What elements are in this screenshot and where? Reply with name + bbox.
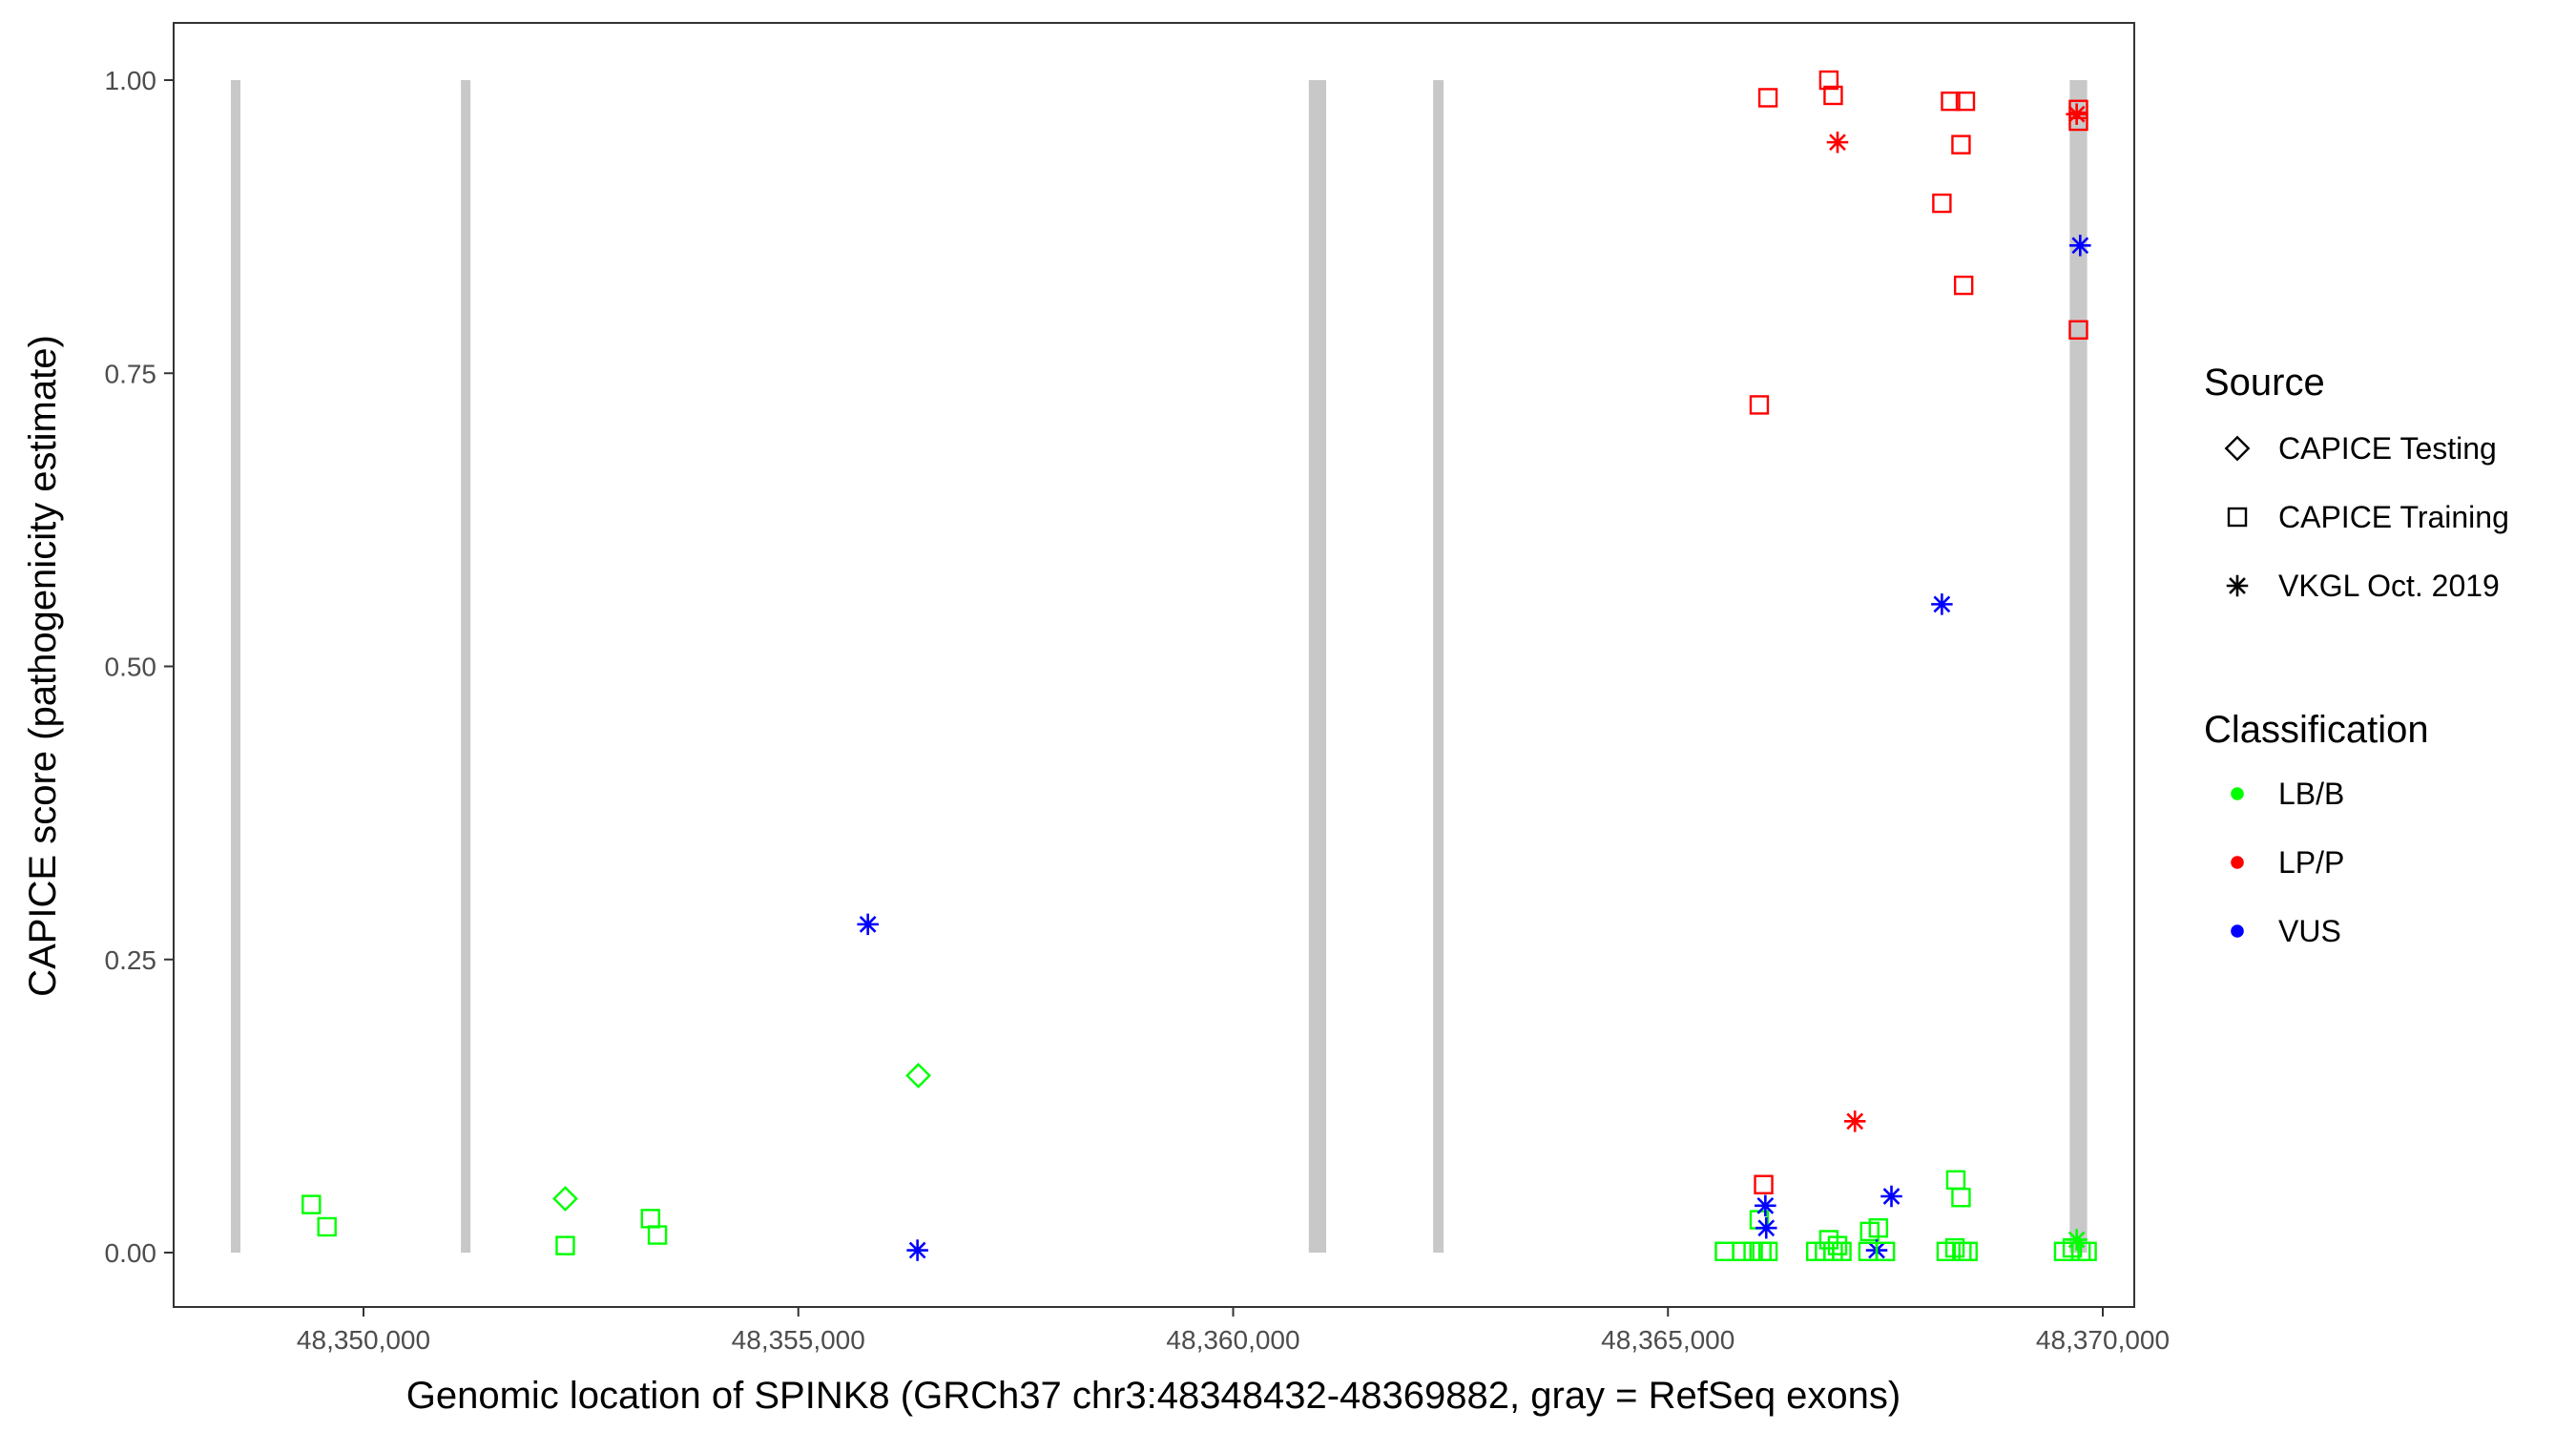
exon-band-3 bbox=[1308, 80, 1327, 1253]
data-point-36 bbox=[1875, 1241, 1896, 1261]
points-layer bbox=[301, 70, 2097, 1261]
data-point-30 bbox=[1832, 1241, 1852, 1261]
legend-key-1-1 bbox=[2224, 435, 2251, 462]
x-tick-label: 48,350,000 bbox=[297, 1325, 430, 1355]
data-point-14 bbox=[1755, 1194, 1776, 1217]
x-tick-label: 48,365,000 bbox=[1601, 1325, 1735, 1355]
data-point-46 bbox=[1944, 1237, 1965, 1258]
data-point-2 bbox=[317, 1216, 337, 1237]
x-tick-label: 48,360,000 bbox=[1166, 1325, 1299, 1355]
y-tick-label: 1.00 bbox=[105, 66, 157, 95]
data-point-32 bbox=[1868, 1217, 1889, 1238]
data-point-37 bbox=[1931, 593, 1953, 615]
data-point-39 bbox=[1941, 91, 1961, 112]
legend-label: VUS bbox=[2278, 914, 2341, 948]
legend-title-1: Source bbox=[2204, 362, 2325, 404]
data-point-42 bbox=[1953, 275, 1974, 296]
data-point-11 bbox=[1757, 88, 1778, 108]
data-point-38 bbox=[1932, 193, 1952, 214]
data-point-24 bbox=[1843, 1110, 1866, 1132]
data-point-51 bbox=[2066, 103, 2088, 125]
legend-key-2-3 bbox=[2231, 924, 2244, 938]
data-point-10 bbox=[1749, 395, 1770, 415]
exon-band-5 bbox=[2069, 80, 2088, 1253]
data-point-23 bbox=[1826, 131, 1849, 154]
exon-layer bbox=[231, 80, 2088, 1253]
legend-title-2: Classification bbox=[2204, 709, 2429, 751]
legend-label: CAPICE Testing bbox=[2278, 431, 2497, 466]
data-point-12 bbox=[1754, 1174, 1774, 1194]
legend-label: LP/P bbox=[2278, 845, 2344, 880]
data-point-53 bbox=[2068, 320, 2088, 340]
data-point-44 bbox=[1951, 1188, 1971, 1208]
data-point-15 bbox=[1755, 1216, 1777, 1239]
legend-key-2-1 bbox=[2231, 787, 2244, 800]
data-point-40 bbox=[1955, 91, 1976, 112]
legend-label: CAPICE Training bbox=[2278, 500, 2509, 534]
data-point-33 bbox=[1880, 1185, 1902, 1208]
plot-panel-border bbox=[173, 22, 2135, 1308]
data-point-41 bbox=[1951, 135, 1971, 155]
legend-label: LB/B bbox=[2278, 777, 2344, 811]
y-tick-label: 0.75 bbox=[105, 359, 157, 388]
legend-key-2-2 bbox=[2231, 856, 2244, 869]
data-point-48 bbox=[1958, 1241, 1978, 1261]
legend-label: VKGL Oct. 2019 bbox=[2278, 569, 2500, 603]
x-axis: 48,350,000 48,355,000 48,360,000 48,365,000… bbox=[297, 1307, 2170, 1355]
legend: Source CAPICE Testing CAPICE Training VKGL … bbox=[2204, 362, 2509, 948]
x-tick-label: 48,355,000 bbox=[732, 1325, 865, 1355]
legend-key-1-3 bbox=[2226, 574, 2249, 597]
y-tick-label: 0.00 bbox=[105, 1238, 157, 1268]
data-point-4 bbox=[555, 1235, 575, 1255]
y-tick-label: 0.50 bbox=[105, 653, 157, 682]
data-point-20 bbox=[1757, 1241, 1778, 1261]
data-point-26 bbox=[1827, 1235, 1848, 1255]
data-point-9 bbox=[906, 1239, 928, 1261]
data-point-6 bbox=[647, 1225, 668, 1245]
data-point-52 bbox=[2069, 235, 2091, 257]
y-axis-title: CAPICE score (pathogenicity estimate) bbox=[22, 335, 64, 997]
data-point-3 bbox=[552, 1186, 578, 1212]
y-axis: 0.00 0.25 0.50 0.75 1.00 bbox=[105, 66, 174, 1268]
data-point-8 bbox=[905, 1063, 931, 1089]
data-point-49 bbox=[2068, 99, 2088, 119]
data-point-21 bbox=[1818, 70, 1839, 91]
exon-band-4 bbox=[1433, 80, 1444, 1253]
x-tick-label: 48,370,000 bbox=[2036, 1325, 2170, 1355]
data-point-22 bbox=[1823, 85, 1843, 106]
y-tick-label: 0.25 bbox=[105, 945, 157, 975]
data-point-1 bbox=[301, 1194, 322, 1214]
data-point-17 bbox=[1732, 1241, 1752, 1261]
x-axis-title: Genomic location of SPINK8 (GRCh37 chr3:… bbox=[406, 1375, 1901, 1417]
legend-key-1-2 bbox=[2227, 507, 2248, 528]
data-point-58 bbox=[2077, 1241, 2097, 1261]
exon-band-1 bbox=[231, 80, 241, 1253]
exon-band-2 bbox=[461, 80, 471, 1253]
data-point-7 bbox=[857, 913, 879, 936]
